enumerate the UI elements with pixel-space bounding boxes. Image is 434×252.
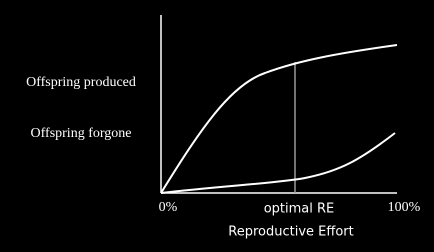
x-end-label: 100% [388, 200, 421, 215]
x-start-label: 0% [159, 200, 178, 215]
forgone-curve [160, 132, 396, 194]
curve-label: Offspring forgone [31, 126, 132, 141]
curve-label: Offspring produced [26, 75, 136, 90]
x-axis-title: Reproductive Effort [228, 225, 353, 240]
x-marker-label: optimal RE [264, 202, 335, 217]
produced-curve [160, 44, 398, 194]
